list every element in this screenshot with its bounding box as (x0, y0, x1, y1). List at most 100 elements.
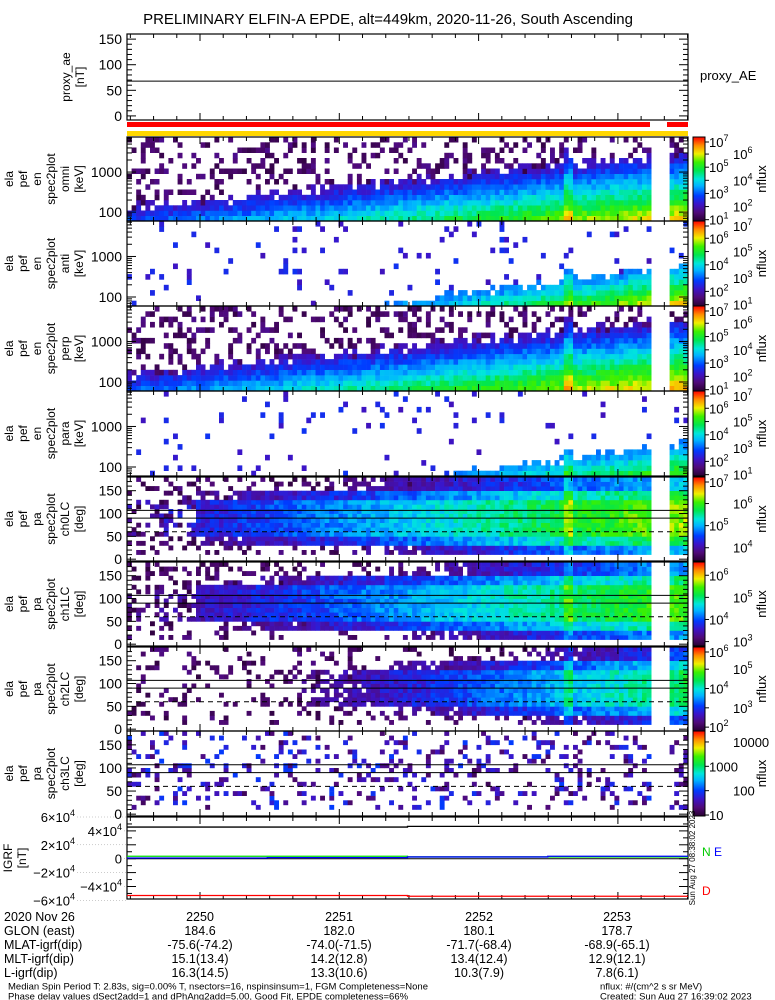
spectrogram-cell (163, 210, 169, 216)
spectrogram-cell (490, 518, 496, 523)
spectrogram-cell (600, 375, 606, 381)
spectrogram-cell (458, 353, 463, 360)
spectrogram-cell (177, 465, 183, 471)
spectrogram-cell (154, 189, 160, 195)
spectrogram-cell (301, 518, 307, 523)
spectrogram-cell (554, 359, 560, 365)
spectrogram-cell (545, 527, 551, 533)
spectrogram-cell (481, 168, 486, 174)
spectrogram-cell (522, 531, 528, 537)
spectrogram-cell (554, 522, 560, 528)
spectrogram-cell (550, 536, 555, 542)
spectrogram-cell (145, 210, 151, 216)
spectrogram-cell (467, 173, 473, 180)
spectrogram-cell (375, 536, 381, 542)
spectrogram-cell (177, 189, 183, 195)
spectrogram-cell (458, 205, 463, 211)
spectrogram-cell (347, 173, 353, 180)
spectrogram-cell (255, 465, 261, 471)
spectrogram-cell (683, 481, 689, 487)
spectrogram-cell (577, 477, 583, 482)
spectrogram-cell (191, 380, 197, 386)
spectrogram-cell (458, 189, 463, 195)
spectrogram-cell (678, 513, 684, 519)
spectrogram-cell (646, 499, 652, 505)
spectrogram-cell (237, 168, 243, 174)
spectrogram-cell (444, 300, 450, 307)
spectrogram-cell (320, 353, 325, 360)
spectrogram-cell (430, 465, 436, 471)
spectrogram-cell (251, 518, 257, 523)
spectrogram-cell (186, 380, 192, 386)
spectrogram-cell (310, 359, 316, 365)
spectrogram-cell (577, 545, 583, 551)
spectrogram-cell (177, 486, 183, 491)
spectrogram-cell (150, 179, 155, 185)
spectrogram-cell (412, 137, 417, 143)
spectrogram-cell (324, 527, 330, 533)
spectrogram-cell (297, 513, 302, 519)
spectrogram-cell (462, 290, 468, 296)
spectrogram-cell (586, 504, 592, 510)
spectrogram-cell (444, 380, 450, 386)
spectrogram-cell (563, 194, 569, 201)
spectrogram-cell (306, 364, 312, 370)
spectrogram-cell (315, 200, 321, 206)
spectrogram-cell (150, 621, 155, 627)
spectrogram-cell (605, 300, 611, 307)
spectrogram-cell (550, 290, 555, 296)
spectrogram-cell (619, 189, 624, 195)
spectrogram-cell (333, 353, 339, 360)
spectrogram-cell (278, 422, 284, 429)
spectrogram-cell (540, 184, 546, 190)
spectrogram-cell (186, 343, 192, 349)
spectrogram-cell (246, 518, 252, 523)
spectrogram-cell (531, 359, 537, 365)
spectrogram-cell (242, 536, 247, 542)
spectrogram-cell (609, 163, 615, 169)
spectrogram-cell (301, 311, 307, 317)
spectrogram-cell (278, 359, 284, 365)
spectrogram-cell (536, 385, 542, 392)
spectrogram-cell (384, 412, 390, 418)
spectrogram-cell (412, 536, 417, 542)
spectrogram-cell (619, 490, 624, 496)
spectrogram-cell (632, 380, 638, 386)
spectrogram-cell (448, 380, 454, 386)
spectrogram-cell (476, 509, 482, 514)
spectrogram-cell (228, 598, 234, 604)
spectrogram-cell (214, 490, 220, 496)
spectrogram-cell (425, 348, 431, 355)
spectrogram-cell (237, 147, 243, 153)
spectrogram-cell (448, 481, 454, 487)
spectrogram-cell (127, 607, 132, 613)
spectrogram-cell (683, 490, 689, 496)
spectrogram-cell (637, 509, 643, 514)
spectrogram-cell (283, 137, 289, 143)
spectrogram-cell (448, 527, 454, 533)
spectrogram-cell (494, 509, 500, 514)
spectrogram-cell (228, 495, 234, 501)
spectrogram-cell (540, 540, 546, 546)
spectrogram-cell (632, 364, 638, 370)
spectrogram-cell (283, 258, 289, 264)
spectrogram-cell (646, 168, 652, 174)
spectrogram-cell (554, 385, 560, 392)
spectrogram-cell (242, 375, 247, 381)
spectrogram-cell (540, 531, 546, 537)
spectrogram-cell (504, 290, 509, 296)
spectrogram-cell (310, 316, 316, 323)
spectrogram-cell (550, 353, 555, 360)
spectrogram-cell (517, 513, 523, 519)
spectrogram-cell (596, 353, 601, 360)
spectrogram-cell (490, 477, 496, 482)
spectrogram-cell (467, 477, 473, 482)
spectrogram-cell (329, 311, 335, 317)
spectrogram-cell (274, 527, 279, 533)
spectrogram-cell (154, 210, 160, 216)
spectrogram-cell (494, 527, 500, 533)
spectrogram-cell (315, 210, 321, 216)
spectrogram-cell (490, 359, 496, 365)
spectrogram-cell (251, 589, 257, 595)
spectrogram-cell (338, 210, 344, 216)
